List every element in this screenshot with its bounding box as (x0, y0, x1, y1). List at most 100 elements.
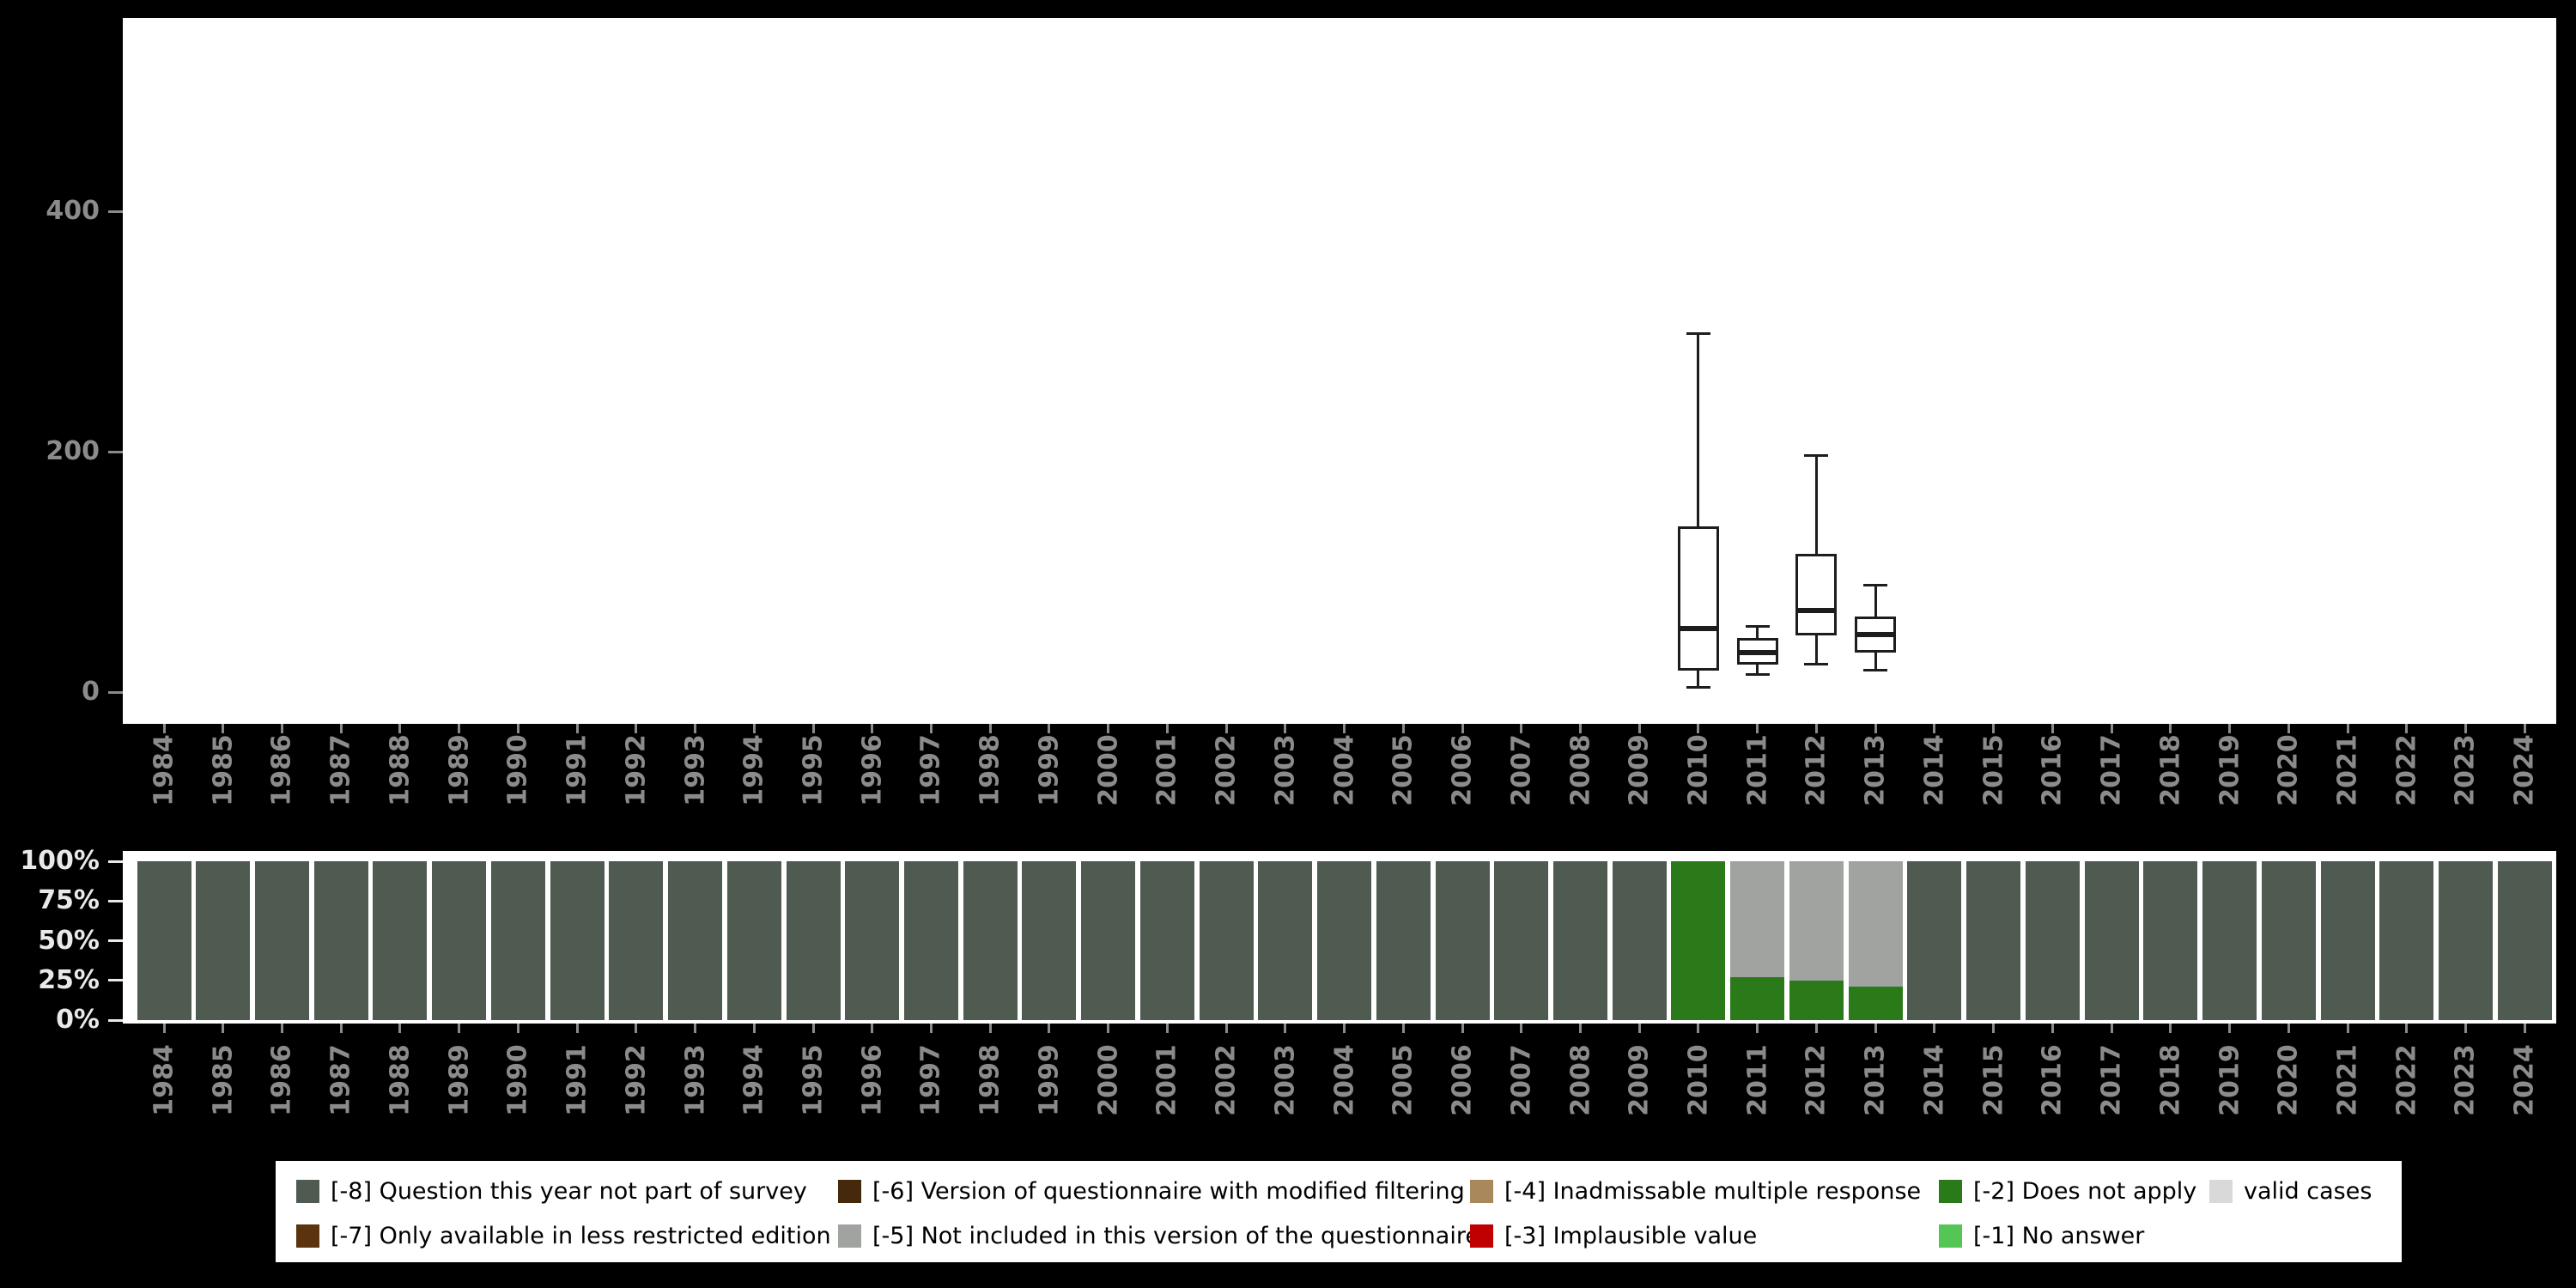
year-label: 2010 (1683, 734, 1714, 806)
year-label: 2019 (2215, 1044, 2245, 1116)
year-label: 2014 (1919, 734, 1950, 806)
y-tick (108, 450, 123, 453)
x-tick (1992, 724, 1996, 733)
y-tick (108, 690, 123, 694)
x-tick (1579, 724, 1583, 733)
year-label: 2016 (2037, 1044, 2068, 1116)
pct-tick (108, 860, 123, 863)
x-tick (635, 724, 638, 733)
year-label: 2024 (2509, 734, 2540, 806)
year-label: 1999 (1034, 734, 1065, 806)
legend-swatch--5 (838, 1224, 861, 1248)
year-label: 2022 (2391, 734, 2422, 806)
year-label: 2024 (2509, 1044, 2540, 1116)
year-label: 2011 (1742, 734, 1773, 806)
x-tick (575, 724, 579, 733)
year-label: 2023 (2450, 734, 2481, 806)
year-label: 2017 (2096, 734, 2127, 806)
x-tick (162, 724, 166, 733)
year-label: 2007 (1506, 1044, 1537, 1116)
legend-swatch--7 (296, 1224, 319, 1248)
legend-item--8: [-8] Question this year not part of surv… (296, 1180, 807, 1203)
x-tick (1048, 1024, 1051, 1033)
year-label: 1988 (385, 734, 416, 806)
year-label: 2000 (1093, 1044, 1124, 1116)
x-tick (398, 724, 402, 733)
x-tick (1343, 1024, 1346, 1033)
x-tick (2464, 1024, 2467, 1033)
year-label: 2013 (1860, 1044, 1891, 1116)
pct-tick-label: 100% (20, 846, 100, 876)
legend-label: valid cases (2244, 1178, 2372, 1205)
year-label: 2006 (1447, 734, 1478, 806)
y-tick-label: 200 (46, 436, 100, 466)
legend-label: [-5] Not included in this version of the… (872, 1223, 1479, 1249)
year-label: 2003 (1270, 1044, 1301, 1116)
x-tick (280, 1024, 283, 1033)
year-label: 1992 (621, 1044, 652, 1116)
x-tick (752, 1024, 756, 1033)
year-label: 2000 (1093, 734, 1124, 806)
x-tick (1874, 724, 1877, 733)
year-label: 1992 (621, 734, 652, 806)
legend-item--7: [-7] Only available in less restricted e… (296, 1224, 831, 1248)
year-label: 2008 (1565, 734, 1596, 806)
x-tick (2405, 724, 2409, 733)
x-tick (1224, 1024, 1228, 1033)
x-tick (871, 1024, 874, 1033)
year-label: 1989 (444, 1044, 475, 1116)
x-tick (635, 1024, 638, 1033)
year-label: 2020 (2273, 734, 2304, 806)
x-tick (2228, 724, 2232, 733)
year-label: 2011 (1742, 1044, 1773, 1116)
x-tick (2228, 1024, 2232, 1033)
x-tick (1992, 1024, 1996, 1033)
x-tick (2287, 724, 2290, 733)
year-label: 2020 (2273, 1044, 2304, 1116)
year-label: 1995 (798, 734, 829, 806)
year-label: 2016 (2037, 734, 2068, 806)
legend-swatch--6 (838, 1180, 861, 1203)
x-tick (2169, 724, 2172, 733)
year-label: 1995 (798, 1044, 829, 1116)
pct-tick (108, 979, 123, 982)
x-tick (1933, 724, 1936, 733)
year-label: 1997 (915, 734, 946, 806)
x-tick (1107, 1024, 1110, 1033)
legend-label: [-6] Version of questionnaire with modif… (872, 1178, 1465, 1205)
year-label: 2018 (2155, 734, 2186, 806)
x-tick (2169, 1024, 2172, 1033)
year-label: 1997 (915, 1044, 946, 1116)
x-tick (694, 724, 697, 733)
x-tick (1284, 724, 1287, 733)
x-tick (1048, 724, 1051, 733)
legend-swatch-valid (2209, 1180, 2233, 1203)
year-label: 2018 (2155, 1044, 2186, 1116)
x-tick (2523, 724, 2526, 733)
year-label: 2022 (2391, 1044, 2422, 1116)
x-tick (458, 724, 461, 733)
year-label: 1984 (149, 1044, 179, 1116)
x-tick (752, 724, 756, 733)
year-label: 1984 (149, 734, 179, 806)
x-tick (516, 1024, 519, 1033)
x-tick (2050, 1024, 2054, 1033)
legend-item--1: [-1] No answer (1939, 1224, 2144, 1248)
year-label: 2009 (1624, 734, 1655, 806)
year-label: 2021 (2332, 1044, 2363, 1116)
year-label: 1998 (975, 734, 1005, 806)
y-tick (108, 210, 123, 213)
year-label: 1986 (266, 734, 297, 806)
year-label: 2004 (1329, 1044, 1360, 1116)
year-label: 1993 (680, 1044, 711, 1116)
x-tick (280, 724, 283, 733)
x-tick (1697, 1024, 1700, 1033)
x-tick (2287, 1024, 2290, 1033)
boxplot-panel (123, 18, 2556, 724)
x-tick (2405, 1024, 2409, 1033)
x-tick (929, 724, 933, 733)
pct-tick (108, 1018, 123, 1022)
legend-label: [-3] Implausible value (1504, 1223, 1758, 1249)
legend-swatch--3 (1470, 1224, 1493, 1248)
